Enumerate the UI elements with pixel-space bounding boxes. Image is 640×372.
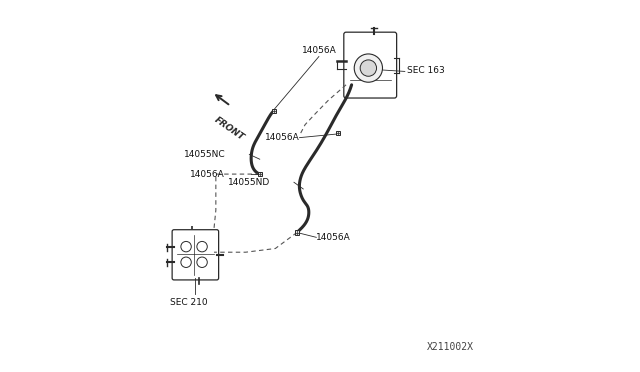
Text: X211002X: X211002X <box>428 341 474 352</box>
Bar <box>257 172 262 176</box>
Text: 14056A: 14056A <box>316 233 351 242</box>
FancyBboxPatch shape <box>344 32 397 98</box>
Bar <box>294 230 299 235</box>
Text: FRONT: FRONT <box>212 115 246 142</box>
Text: 14056A: 14056A <box>190 170 225 179</box>
Text: 14055ND: 14055ND <box>228 178 270 187</box>
Text: 14056A: 14056A <box>265 133 300 142</box>
Circle shape <box>197 241 207 252</box>
Circle shape <box>354 54 383 82</box>
Text: 14055NC: 14055NC <box>184 150 225 159</box>
Bar <box>271 109 276 113</box>
Circle shape <box>197 257 207 267</box>
FancyBboxPatch shape <box>172 230 219 280</box>
Circle shape <box>360 60 376 76</box>
Circle shape <box>181 241 191 252</box>
Text: 14056A: 14056A <box>301 46 336 55</box>
Bar <box>335 131 340 135</box>
Text: SEC 163: SEC 163 <box>408 66 445 75</box>
Circle shape <box>181 257 191 267</box>
Text: SEC 210: SEC 210 <box>170 298 208 307</box>
